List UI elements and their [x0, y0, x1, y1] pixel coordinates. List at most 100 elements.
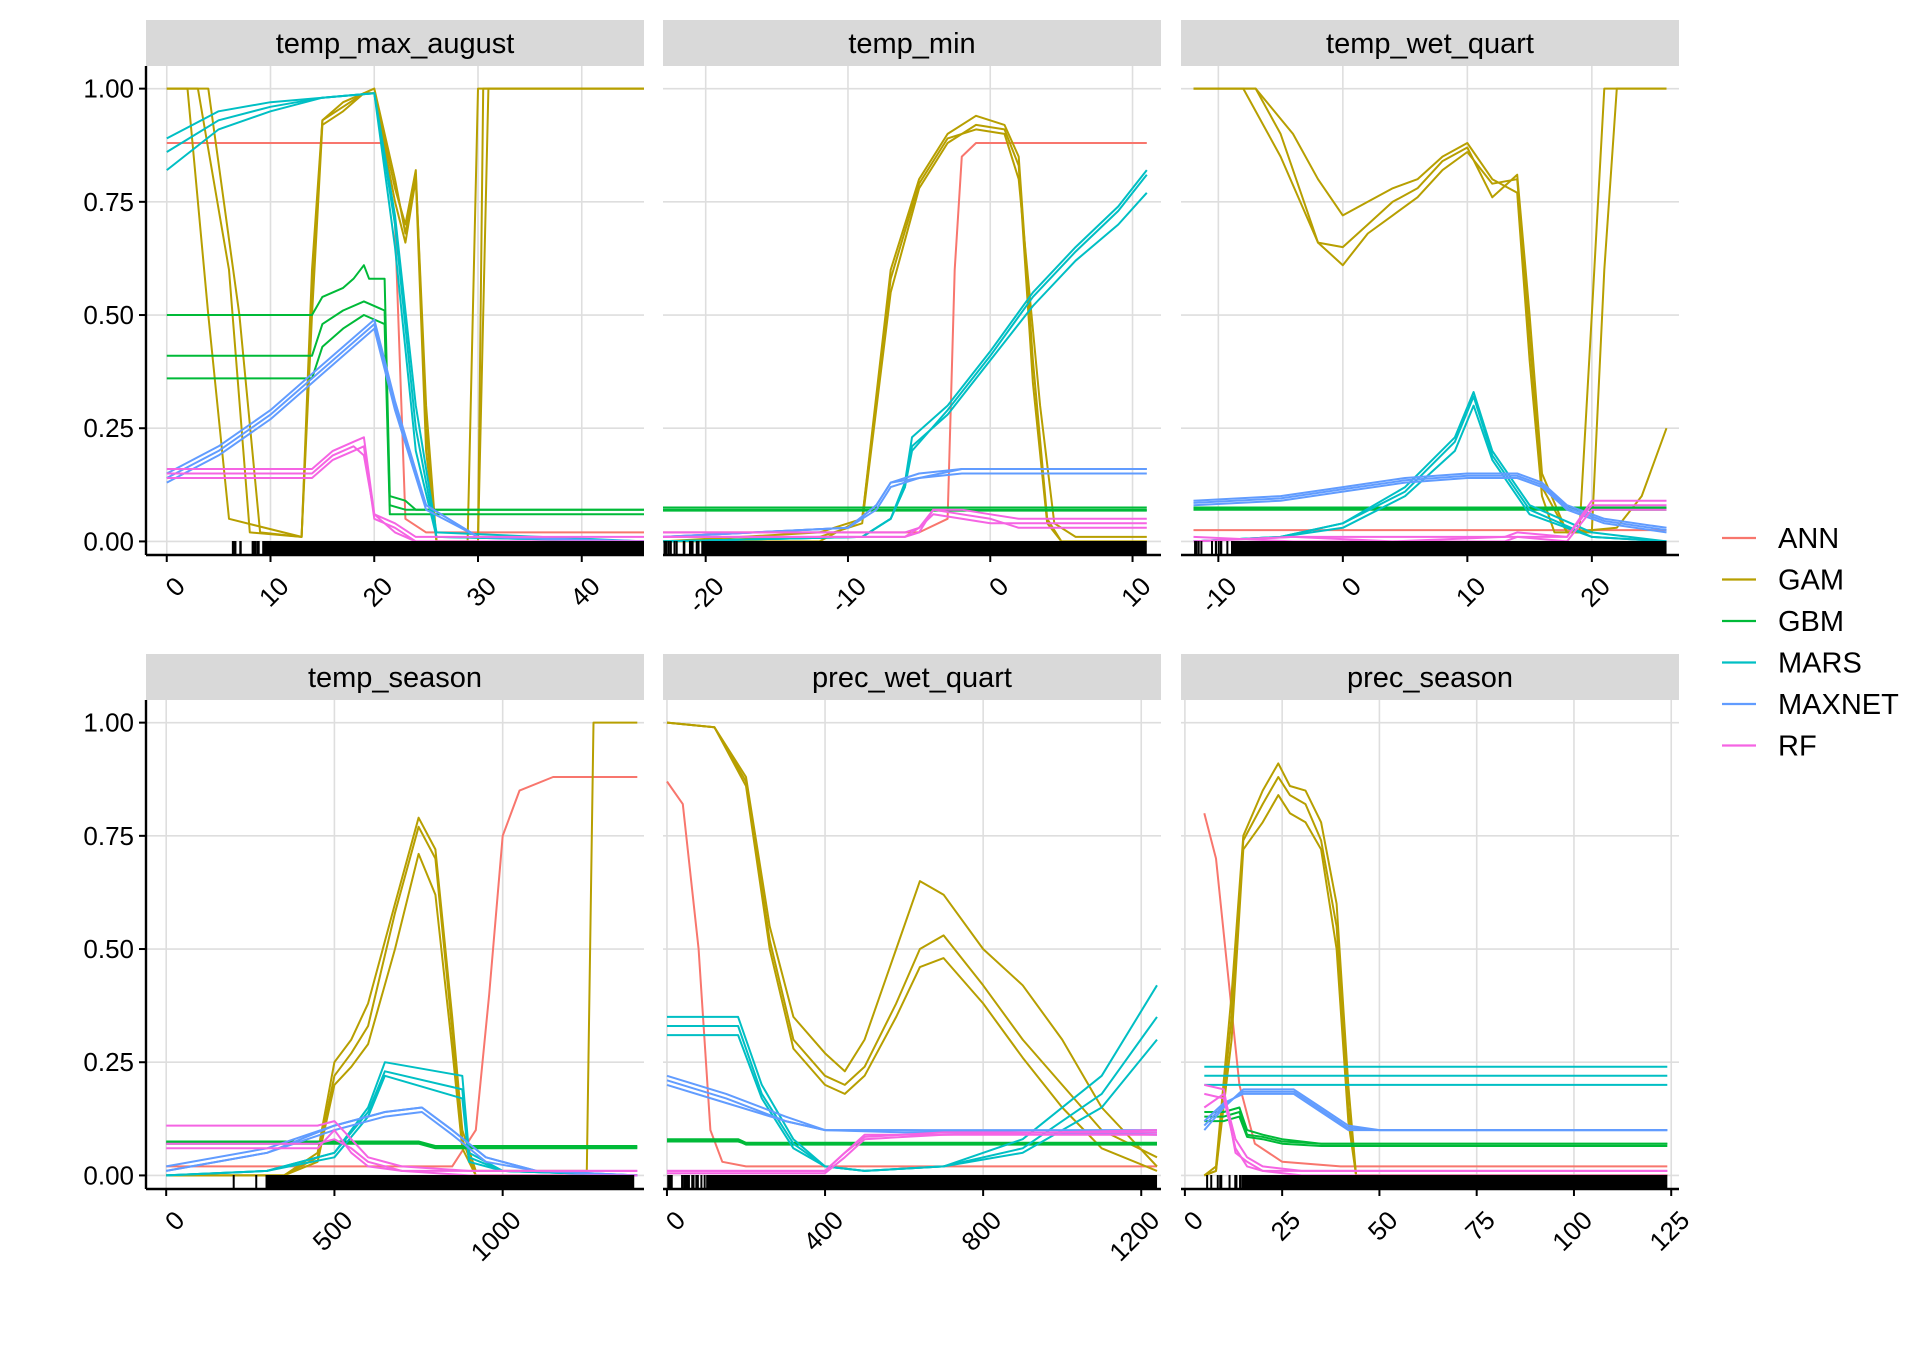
x-tick-label: 0	[159, 1205, 190, 1236]
rug-band	[1231, 541, 1667, 555]
series-line-GBM	[166, 300, 644, 511]
series-line-RF	[667, 1129, 1158, 1175]
series-line-MAXNET	[166, 327, 645, 543]
y-tick-label: 0.25	[83, 1047, 134, 1077]
x-tick-label: 30	[460, 571, 502, 613]
strip-title: temp_max_august	[276, 28, 515, 60]
series-line-MARS	[166, 1074, 638, 1177]
y-tick-label: 0.50	[83, 300, 134, 330]
x-tick-label: 0	[1336, 571, 1367, 602]
legend-label-GAM: GAM	[1778, 565, 1844, 597]
y-tick-label: 0.25	[83, 413, 134, 443]
series-line-RF	[1204, 1083, 1668, 1172]
x-tick-label: 1200	[1103, 1205, 1165, 1267]
series-line-GAM	[166, 852, 638, 1177]
series-line-MARS	[1193, 395, 1667, 543]
series-line-RF	[663, 508, 1147, 534]
series-line-GAM	[1203, 794, 1668, 1177]
series-line-GAM	[666, 721, 1158, 1172]
x-tick-label: -10	[1195, 571, 1243, 619]
rug-marks	[663, 541, 1147, 555]
series-line-RF	[166, 1138, 638, 1177]
series-line-RF	[667, 1131, 1157, 1172]
series-line-ANN	[666, 780, 1157, 1168]
series-line-GBM	[1204, 1115, 1668, 1147]
x-tick-label: 50	[1362, 1205, 1404, 1247]
strip-title: temp_min	[848, 28, 975, 60]
series-line-MAXNET	[1203, 1088, 1668, 1132]
legend-label-MAXNET: MAXNET	[1778, 689, 1899, 721]
x-tick-label: 10	[1115, 571, 1157, 613]
x-tick-label: 75	[1459, 1205, 1501, 1247]
strip-background	[146, 654, 644, 700]
y-tick-label: 1.00	[83, 74, 134, 104]
x-tick-label: 400	[797, 1205, 849, 1257]
rug-band	[1241, 1175, 1668, 1189]
legend-label-MARS: MARS	[1778, 648, 1862, 680]
y-tick-label: 0.75	[83, 821, 134, 851]
y-tick-label: 0.00	[83, 1160, 134, 1190]
series-line-MAXNET	[166, 1106, 638, 1177]
strip-background	[1181, 20, 1679, 66]
series-line-MAXNET	[666, 1083, 1158, 1136]
series-line-GBM	[1204, 1106, 1668, 1145]
series-line-RF	[166, 445, 644, 543]
x-tick-label: 500	[307, 1205, 359, 1257]
strip-title: temp_season	[308, 662, 482, 694]
series-line-MARS	[166, 92, 645, 543]
y-tick-label: 0.75	[83, 187, 134, 217]
series-line-RF	[166, 445, 644, 543]
legend-label-RF: RF	[1778, 731, 1817, 763]
series-line-GBM	[667, 1138, 1157, 1144]
rug-marks	[1206, 1175, 1668, 1189]
series-line-MARS	[1193, 404, 1667, 543]
x-tick-label: 20	[357, 571, 399, 613]
series-line-RF	[166, 1129, 638, 1172]
legend-item-GBM: GBM	[1722, 606, 1844, 638]
strip-background	[663, 20, 1161, 66]
strip-background	[663, 654, 1161, 700]
strip-title: prec_season	[1347, 662, 1513, 694]
x-tick-label: 1000	[465, 1205, 527, 1267]
series-line-GAM	[1203, 762, 1668, 1177]
legend-item-MARS: MARS	[1722, 648, 1862, 680]
series-line-MAXNET	[662, 468, 1147, 538]
rug-marks	[667, 1175, 1158, 1189]
x-tick-label: -10	[824, 571, 872, 619]
series-line-GAM	[666, 721, 1158, 1159]
x-tick-label: 10	[253, 571, 295, 613]
series-line-MAXNET	[1203, 1090, 1668, 1132]
strip-background	[146, 20, 644, 66]
panel-prec_wet_quart: prec_wet_quart 0 400 800 1200	[660, 654, 1165, 1267]
x-tick-label: 125	[1643, 1205, 1695, 1257]
series-line-MAXNET	[1203, 1092, 1668, 1132]
rug-marks	[232, 1175, 635, 1189]
legend-label-GBM: GBM	[1778, 606, 1844, 638]
rug-band	[265, 1175, 634, 1189]
series-line-RF	[1193, 504, 1667, 543]
panel-temp_season: temp_season 0.00 0.25 0.50 0.75 1.00 0 500 1000	[83, 654, 644, 1267]
x-tick-label: 0	[660, 1205, 691, 1236]
series-line-RF	[1203, 1092, 1668, 1172]
series-line-ANN	[166, 142, 644, 534]
y-tick-label: 0.00	[83, 526, 134, 556]
x-tick-label: 0	[983, 571, 1014, 602]
series-line-RF	[663, 513, 1147, 538]
rug-band	[701, 541, 1147, 555]
panel-temp_max_august: temp_max_august 0.00 0.25 0.50 0.75 1.00 0 10 20…	[83, 20, 645, 613]
x-tick-label: 25	[1265, 1205, 1307, 1247]
legend-label-ANN: ANN	[1778, 523, 1839, 555]
panel-temp_wet_quart: temp_wet_quart -10 0 10 20	[1181, 20, 1679, 619]
series-line-MAXNET	[1193, 474, 1667, 532]
y-tick-label: 0.50	[83, 934, 134, 964]
strip-title: prec_wet_quart	[812, 662, 1012, 694]
series-line-GBM	[667, 1140, 1157, 1146]
panel-prec_season: prec_season 0 25 50 75 100 125	[1178, 654, 1695, 1257]
series-line-MARS	[662, 174, 1148, 543]
y-tick-label: 1.00	[83, 708, 134, 738]
x-tick-label: 0	[159, 571, 190, 602]
x-tick-label: 800	[955, 1205, 1007, 1257]
panel-temp_min: temp_min -20 -10 0 10	[662, 20, 1161, 619]
